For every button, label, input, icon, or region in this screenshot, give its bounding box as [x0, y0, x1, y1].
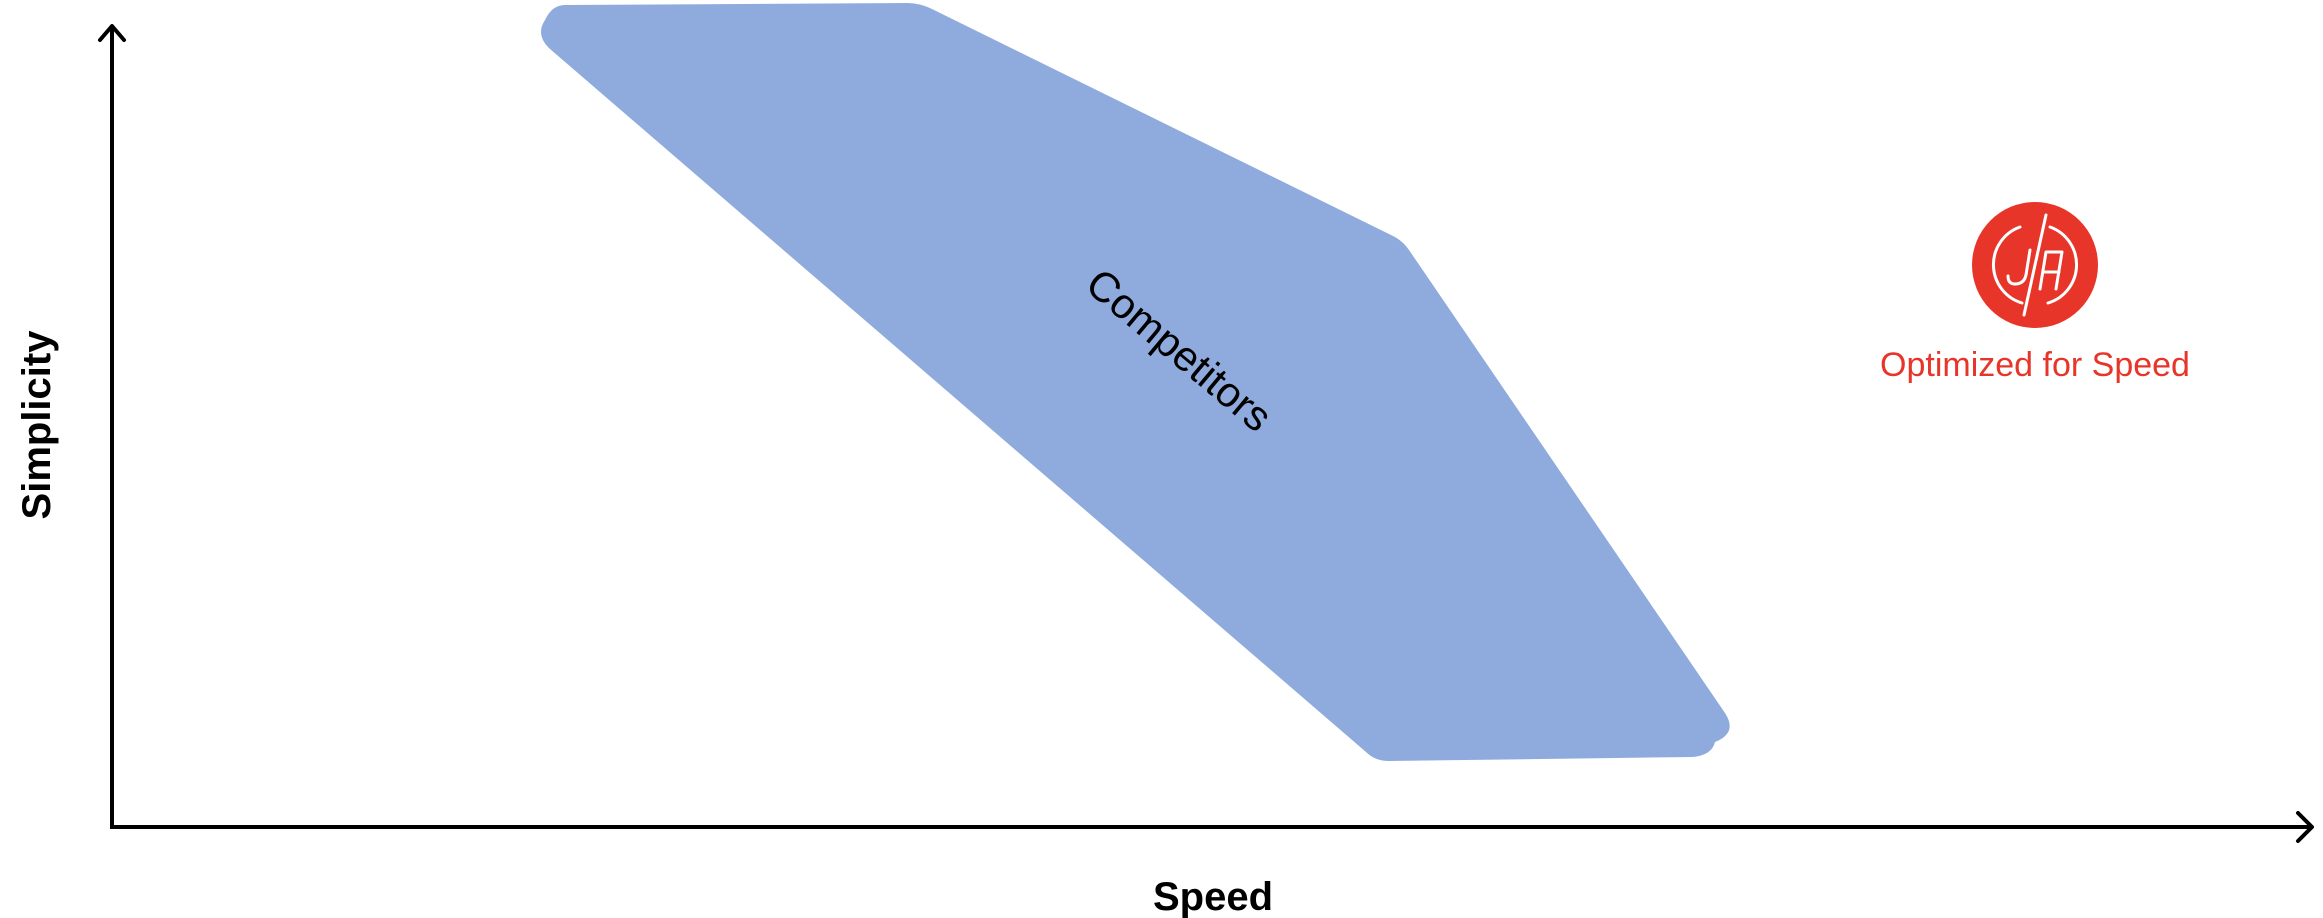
brand-logo [1972, 202, 2098, 328]
logo-ring-left [1991, 225, 2024, 305]
y-axis-arrow [98, 24, 126, 42]
x-axis-label: Speed [1153, 875, 1273, 918]
x-axis-arrow [2296, 811, 2314, 843]
y-axis-label: Simplicity [15, 330, 59, 520]
logo-j [2006, 248, 2032, 286]
competitors-region [541, 3, 1730, 761]
logo-ring-right [2046, 225, 2079, 305]
logo-a [2038, 250, 2064, 291]
brand-label: Optimized for Speed [1880, 346, 2190, 384]
logo-slash [2022, 213, 2048, 317]
